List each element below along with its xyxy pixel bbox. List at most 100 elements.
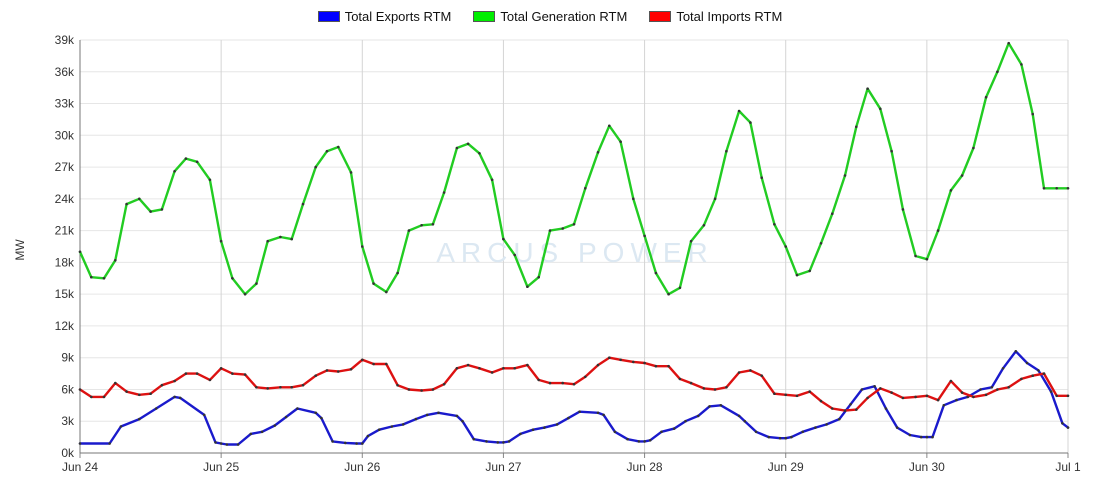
data-point <box>173 395 176 399</box>
data-point <box>195 160 199 164</box>
data-point <box>584 375 587 379</box>
y-tick-label: 33k <box>55 97 75 111</box>
data-point <box>519 432 522 436</box>
data-point <box>455 414 459 418</box>
data-point <box>355 442 358 445</box>
y-axis-label: MW <box>13 239 27 261</box>
data-point <box>219 239 223 243</box>
data-point <box>320 416 323 420</box>
data-point <box>925 435 929 439</box>
data-point <box>979 388 982 391</box>
legend-item-generation[interactable]: Total Generation RTM <box>473 6 627 26</box>
data-point <box>795 273 799 277</box>
data-point <box>908 433 912 437</box>
data-point <box>648 439 652 442</box>
data-point <box>825 423 828 426</box>
data-point <box>372 282 375 285</box>
data-point <box>996 70 999 74</box>
data-point <box>236 443 240 446</box>
data-point <box>396 271 399 275</box>
data-point <box>1066 187 1070 190</box>
axes: 0k 3k 6k 9k 12k 15k 18k 21k 24k 27k 30k 33k 36k 39k Ju… <box>55 33 1081 474</box>
data-point <box>996 388 999 391</box>
data-point <box>485 440 488 443</box>
data-point <box>773 223 776 226</box>
data-point <box>936 229 940 232</box>
data-point <box>925 394 929 398</box>
data-point <box>626 437 629 441</box>
data-point <box>526 363 529 367</box>
data-point <box>725 149 728 153</box>
data-point <box>743 419 747 423</box>
data-point <box>114 381 117 385</box>
legend-swatch-imports <box>649 10 672 22</box>
data-point <box>784 393 787 397</box>
data-point <box>331 440 334 443</box>
legend-swatch-exports <box>317 10 340 22</box>
data-point <box>784 245 787 248</box>
data-point <box>632 360 635 364</box>
data-point <box>749 369 752 372</box>
data-point <box>537 378 540 382</box>
data-point <box>442 191 446 194</box>
data-point <box>502 237 505 241</box>
data-point <box>502 367 505 370</box>
data-point <box>301 202 305 206</box>
data-point <box>279 386 282 389</box>
data-point <box>801 430 804 434</box>
data-point <box>619 358 622 362</box>
data-point <box>1014 350 1018 353</box>
data-point <box>931 435 934 439</box>
data-point <box>472 437 476 441</box>
data-point <box>1066 394 1070 398</box>
data-point <box>561 381 564 385</box>
data-point <box>925 257 929 261</box>
data-point <box>660 430 663 434</box>
data-point <box>526 285 529 289</box>
data-point <box>972 395 975 399</box>
data-point <box>790 435 793 439</box>
data-point <box>401 423 405 426</box>
data-point <box>178 396 182 400</box>
data-point <box>372 362 375 366</box>
data-point <box>184 372 188 375</box>
data-point <box>195 372 199 375</box>
data-point <box>654 364 658 368</box>
data-point <box>808 269 811 273</box>
data-point <box>396 383 399 387</box>
legend-item-imports[interactable]: Total Imports RTM <box>649 6 782 26</box>
data-point <box>337 370 340 373</box>
data-point <box>754 430 758 434</box>
y-tick-label: 12k <box>55 319 75 333</box>
data-point <box>843 409 847 412</box>
data-point <box>1007 386 1010 389</box>
data-point <box>160 383 164 387</box>
data-point <box>884 407 888 410</box>
series-layer <box>78 41 1070 446</box>
data-point <box>972 146 975 150</box>
data-point <box>602 413 605 417</box>
legend-item-exports[interactable]: Total Exports RTM <box>317 6 451 26</box>
data-point <box>713 388 717 391</box>
data-point <box>290 386 294 389</box>
data-point <box>760 374 763 378</box>
data-point <box>713 197 717 201</box>
data-point <box>1037 369 1040 372</box>
data-point <box>119 425 123 428</box>
x-tick-label: Jun 24 <box>62 460 98 474</box>
data-point <box>749 121 752 124</box>
data-point <box>737 414 741 418</box>
data-point <box>778 436 782 440</box>
data-point <box>90 395 93 399</box>
data-point <box>895 426 899 429</box>
data-point <box>702 224 706 227</box>
data-point <box>696 414 700 418</box>
data-point <box>219 442 223 445</box>
data-point <box>314 374 318 378</box>
watermark: ARCUS POWER <box>436 237 708 268</box>
data-point <box>361 358 364 362</box>
data-point <box>531 428 535 432</box>
data-point <box>255 386 258 389</box>
data-point <box>1031 374 1034 378</box>
data-point <box>725 386 728 389</box>
